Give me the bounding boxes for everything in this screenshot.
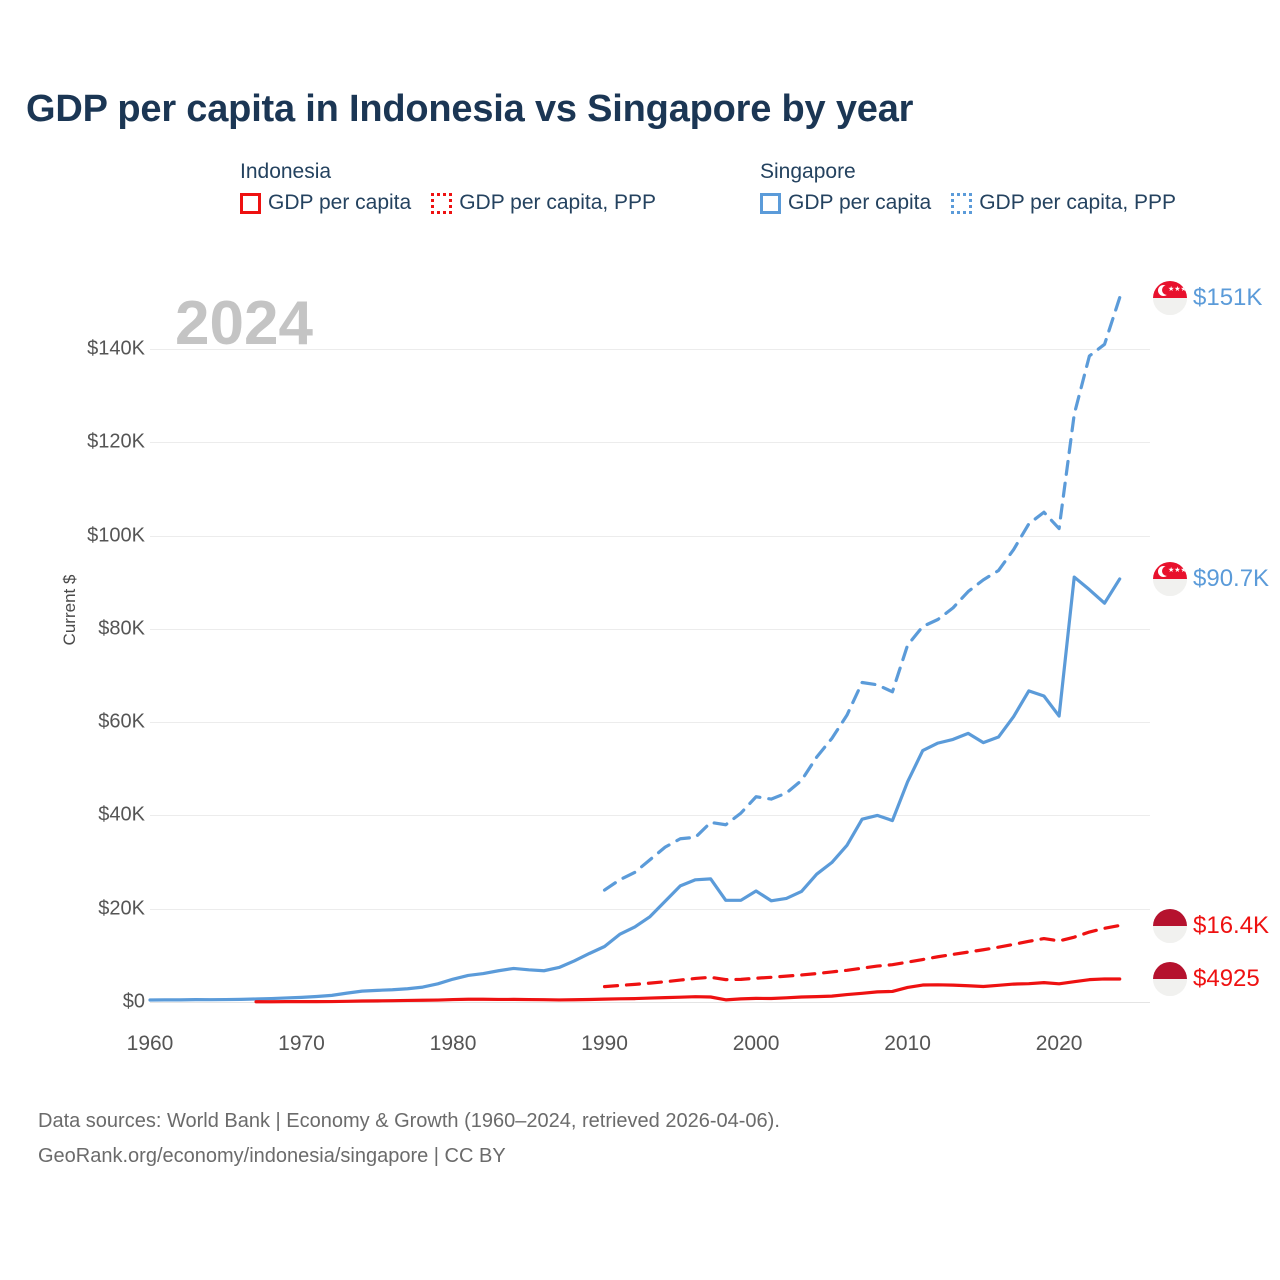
- legend-country-singapore: Singapore: [760, 160, 856, 183]
- series-end-value: $90.7K: [1193, 564, 1270, 592]
- legend-item-indonesia-gdp[interactable]: GDP per capita: [240, 191, 411, 215]
- x-tick-label: 1970: [278, 1032, 325, 1055]
- y-tick-label: $60K: [98, 710, 145, 733]
- indonesia-flag-icon: [1153, 962, 1187, 997]
- grid-line: [150, 442, 1150, 444]
- legend-item-singapore-gdp[interactable]: GDP per capita: [760, 191, 931, 215]
- series-end-label: $4925: [1153, 962, 1260, 997]
- legend-item-singapore-gdp-ppp[interactable]: GDP per capita, PPP: [951, 191, 1176, 215]
- series-end-label: ★★★ $90.7K: [1153, 561, 1270, 596]
- series-end-value: $16.4K: [1193, 911, 1270, 939]
- indonesia-flag-icon: [1153, 908, 1187, 943]
- series-line: [148, 575, 1122, 1002]
- series-line: [602, 296, 1122, 892]
- y-tick-label: $80K: [98, 617, 145, 640]
- page-title: GDP per capita in Indonesia vs Singapore…: [26, 88, 914, 130]
- series-line: [602, 923, 1122, 989]
- series-end-value: $151K: [1193, 283, 1263, 311]
- grid-line: [150, 815, 1150, 817]
- grid-line: [150, 908, 1150, 910]
- series-end-value: $4925: [1193, 965, 1260, 993]
- legend-swatch-dotted-icon: [951, 192, 973, 214]
- y-tick-label: $100K: [87, 524, 145, 547]
- legend-label-singapore-gdp-ppp: GDP per capita, PPP: [979, 191, 1177, 214]
- legend-label-indonesia-gdp-ppp: GDP per capita, PPP: [459, 191, 657, 214]
- singapore-flag-icon: ★★★: [1153, 280, 1187, 315]
- y-axis-ticks: $0 $20K $40K $60K $80K $100K $120K $140K: [20, 0, 145, 1280]
- legend-label-indonesia-gdp: GDP per capita: [268, 191, 412, 214]
- grid-line: [150, 722, 1150, 724]
- chart-footer: Data sources: World Bank | Economy & Gro…: [38, 1104, 780, 1174]
- grid-line: [150, 535, 1150, 537]
- x-tick-label: 2020: [1035, 1032, 1083, 1055]
- y-tick-label: $140K: [87, 337, 145, 360]
- y-tick-label: $0: [122, 990, 145, 1013]
- series-end-label: ★★★ $151K: [1153, 280, 1263, 315]
- legend-swatch-solid-icon: [760, 192, 781, 214]
- legend-group-indonesia: Indonesia GDP per capita GDP per capita,…: [240, 160, 656, 215]
- legend-country-indonesia: Indonesia: [240, 160, 332, 183]
- y-tick-label: $40K: [98, 803, 145, 826]
- x-tick-label: 1960: [126, 1032, 174, 1055]
- x-tick-label: 2010: [884, 1032, 931, 1055]
- series-end-label: $16.4K: [1153, 908, 1270, 943]
- legend-group-singapore: Singapore GDP per capita GDP per capita,…: [760, 160, 1176, 215]
- x-tick-label: 1980: [429, 1032, 477, 1055]
- singapore-flag-icon: ★★★: [1153, 561, 1187, 596]
- grid-line: [150, 628, 1150, 630]
- legend-label-singapore-gdp: GDP per capita: [788, 191, 932, 214]
- legend-swatch-dotted-icon: [431, 192, 453, 214]
- grid-line: [150, 348, 1150, 350]
- legend-swatch-solid-icon: [240, 192, 261, 214]
- legend-item-indonesia-gdp-ppp[interactable]: GDP per capita, PPP: [431, 191, 656, 215]
- year-watermark: 2024: [175, 289, 313, 358]
- y-tick-label: $20K: [98, 897, 145, 920]
- x-tick-label: 1990: [581, 1032, 628, 1055]
- y-tick-label: $120K: [87, 430, 145, 453]
- footer-data-sources: Data sources: World Bank | Economy & Gro…: [38, 1110, 780, 1132]
- x-tick-label: 2000: [732, 1032, 780, 1055]
- footer-attribution: GeoRank.org/economy/indonesia/singapore …: [38, 1145, 506, 1167]
- chart-legend: Indonesia GDP per capita GDP per capita,…: [0, 160, 1280, 240]
- grid-line: [150, 1002, 1150, 1003]
- series-line: [254, 977, 1122, 1004]
